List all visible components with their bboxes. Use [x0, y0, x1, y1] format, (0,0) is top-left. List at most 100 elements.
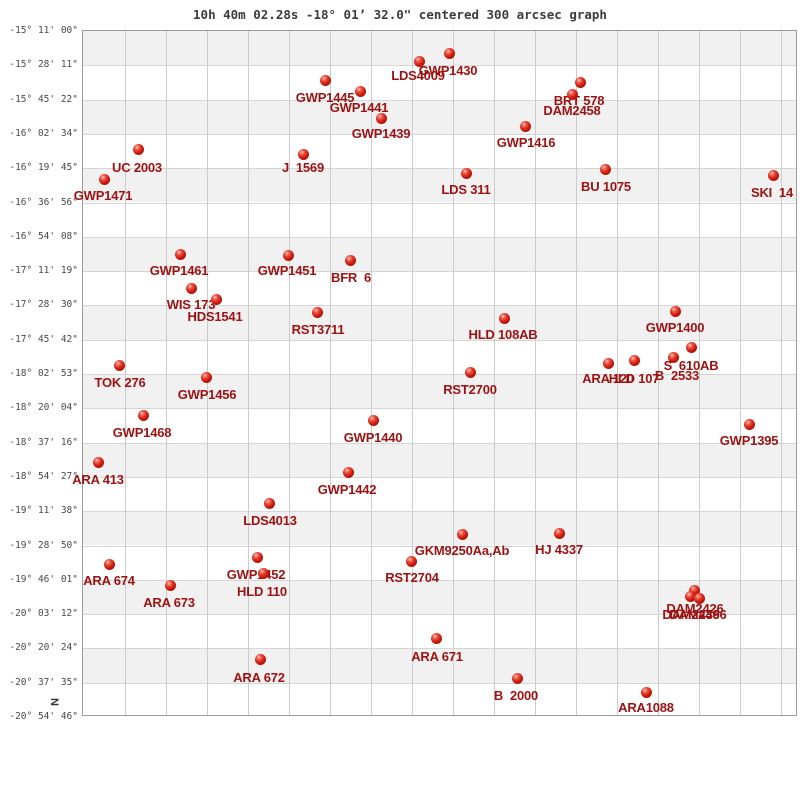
star-point	[185, 282, 197, 294]
star-point	[602, 357, 614, 369]
star-label: GWP1400	[645, 320, 705, 335]
star-point	[354, 85, 366, 97]
gridline-vertical	[576, 31, 577, 715]
declination-band	[83, 236, 796, 272]
gridline-horizontal	[83, 408, 796, 410]
star-label: S 610AB	[663, 358, 719, 373]
star-point	[164, 579, 176, 591]
star-point	[200, 371, 212, 383]
y-axis-tick: -20° 37' 35"	[9, 676, 78, 688]
gridline-horizontal	[83, 99, 796, 101]
y-axis-tick: -18° 54' 27"	[9, 470, 78, 482]
gridline-vertical	[166, 31, 167, 715]
star-label: ARA 413	[72, 472, 124, 487]
star-label: GWP1416	[496, 135, 556, 150]
star-point	[498, 312, 510, 324]
star-label: HLD 107	[608, 371, 660, 386]
gridline-horizontal	[83, 65, 796, 67]
gridline-vertical	[289, 31, 290, 715]
gridline-horizontal	[83, 476, 796, 478]
star-label: ARA 673	[143, 595, 195, 610]
star-point	[511, 672, 523, 684]
declination-band	[83, 31, 796, 66]
y-axis-tick: -19° 11' 38"	[9, 505, 78, 517]
star-label: LDS4013	[243, 513, 297, 528]
star-label: GWP1445	[295, 90, 355, 105]
gridline-horizontal	[83, 511, 796, 513]
star-point	[693, 592, 705, 604]
compass-north-label: N	[47, 698, 60, 706]
gridline-horizontal	[83, 168, 796, 170]
star-label: LDS 311	[441, 182, 491, 197]
star-label: ARA 671	[411, 649, 463, 664]
star-point	[566, 88, 578, 100]
star-label: HLD 110	[237, 584, 287, 599]
star-label: DAM2426	[666, 601, 724, 616]
star-point	[98, 173, 110, 185]
declination-band	[83, 579, 796, 615]
star-point	[443, 47, 455, 59]
y-axis-tick: -17° 45' 42"	[9, 333, 78, 345]
star-label: HDS1541	[187, 309, 243, 324]
y-axis-tick: -18° 20' 04"	[9, 402, 78, 414]
star-point	[628, 354, 640, 366]
declination-band	[83, 168, 796, 203]
y-axis-tick: -17° 28' 30"	[9, 299, 78, 311]
star-label: WIS 173	[166, 297, 216, 312]
y-axis-tick: -16° 19' 45"	[9, 162, 78, 174]
star-label: ARA 674	[83, 573, 135, 588]
star-point	[667, 351, 679, 363]
gridline-vertical	[371, 31, 372, 715]
gridline-vertical	[535, 31, 536, 715]
gridline-horizontal	[83, 339, 796, 341]
star-label: DAM2496	[669, 607, 727, 622]
star-label: HLD 108AB	[468, 327, 538, 342]
star-point	[174, 248, 186, 260]
star-label: GWP1430	[418, 63, 478, 78]
gridline-vertical	[330, 31, 331, 715]
y-axis-tick: -15° 45' 22"	[9, 93, 78, 105]
star-point	[319, 74, 331, 86]
y-axis-tick: -20° 20' 24"	[9, 642, 78, 654]
star-label: ARA1088	[618, 700, 674, 715]
star-label: GWP1461	[149, 263, 209, 278]
y-axis-tick: -19° 46' 01"	[9, 573, 78, 585]
star-point	[257, 567, 269, 579]
y-axis-tick: -16° 36' 56"	[9, 196, 78, 208]
plot-area: GWP1471 UC 2003 J 1569 GWP1445 GWP1441 GWP143…	[72, 30, 797, 716]
gridline-vertical	[781, 31, 782, 715]
gridline-horizontal	[83, 133, 796, 135]
star-point	[344, 254, 356, 266]
star-point	[430, 632, 442, 644]
gridline-horizontal	[83, 614, 796, 616]
y-axis-tick: -15° 11' 00"	[9, 25, 78, 36]
gridline-horizontal	[83, 545, 796, 547]
star-point	[210, 293, 222, 305]
y-axis-tick: -20° 03' 12"	[9, 608, 78, 620]
star-label: GKM9250Aa,Ab	[414, 543, 510, 558]
y-axis-tick: -18° 37' 16"	[9, 436, 78, 448]
gridline-horizontal	[83, 202, 796, 204]
star-label: GWP1441	[329, 100, 389, 115]
star-point	[263, 497, 275, 509]
declination-band	[83, 99, 796, 134]
star-point	[669, 305, 681, 317]
gridline-vertical	[453, 31, 454, 715]
star-point	[688, 584, 700, 596]
star-point	[92, 456, 104, 468]
star-label: RST2704	[385, 570, 439, 585]
star-label: GWP1442	[317, 482, 377, 497]
star-point	[685, 341, 697, 353]
declination-band	[83, 442, 796, 477]
star-label: J 1569	[282, 160, 324, 175]
gridline-horizontal	[83, 236, 796, 238]
star-point	[464, 366, 476, 378]
star-point	[456, 528, 468, 540]
star-point	[367, 414, 379, 426]
star-label: SKI 14	[751, 185, 793, 200]
gridline-horizontal	[83, 374, 796, 375]
star-label: GWP1440	[343, 430, 403, 445]
declination-band	[83, 648, 796, 683]
gridline-vertical	[658, 31, 659, 715]
